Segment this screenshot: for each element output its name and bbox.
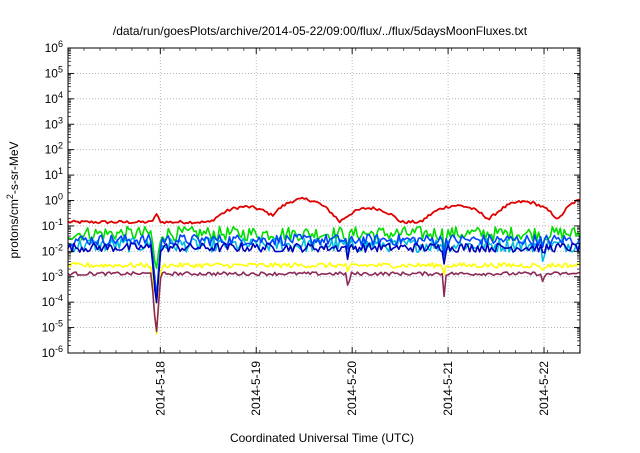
x-tick-label: 2014-5-21 xyxy=(441,361,455,416)
y-axis-label-rest: -s-sr-MeV xyxy=(7,141,21,194)
x-tick-label: 2014-5-20 xyxy=(345,361,359,416)
y-tick-label: 10-5 xyxy=(42,319,63,335)
x-tick-label: 2014-5-19 xyxy=(249,361,263,416)
y-tick-label: 104 xyxy=(45,90,63,106)
y-tick-label: 102 xyxy=(45,141,63,157)
y-tick-label: 10-4 xyxy=(42,293,63,309)
y-tick-label: 10-2 xyxy=(42,242,63,258)
y-axis-label-exponent: 2 xyxy=(5,194,15,199)
plot-frame xyxy=(67,47,581,354)
y-axis-label-unit: protons/cm xyxy=(7,199,21,258)
y-tick-labels: 10-6 10-5 10-4 10-3 10-2 10-1 100 101 102 103 104 1… xyxy=(42,39,63,360)
series-line-1 xyxy=(67,225,581,270)
axes xyxy=(67,47,581,354)
y-tick-label: 101 xyxy=(45,166,63,182)
y-tick-label: 105 xyxy=(45,64,63,80)
y-tick-label: 10-6 xyxy=(42,344,63,360)
y-tick-label: 103 xyxy=(45,115,63,131)
y-tick-label: 100 xyxy=(45,192,63,208)
series-line-4 xyxy=(67,242,581,304)
grid xyxy=(68,47,580,354)
series-line-0 xyxy=(67,196,581,225)
y-tick-label: 10-1 xyxy=(42,217,63,233)
x-tick-labels: 2014-5-18 2014-5-19 2014-5-20 2014-5-21 2014… xyxy=(153,361,551,416)
y-tick-label: 10-3 xyxy=(42,268,63,284)
x-tick-label: 2014-5-18 xyxy=(153,361,167,416)
series-line-6 xyxy=(67,271,581,333)
x-tick-label: 2014-5-22 xyxy=(537,361,551,416)
y-tick-label: 106 xyxy=(45,39,63,55)
x-axis-label: Coordinated Universal Time (UTC) xyxy=(230,431,414,445)
series-lines xyxy=(67,196,581,335)
y-axis-label: protons/cm2-s-sr-MeV xyxy=(5,141,21,258)
chart-title: /data/run/goesPlots/archive/2014-05-22/0… xyxy=(113,24,528,38)
